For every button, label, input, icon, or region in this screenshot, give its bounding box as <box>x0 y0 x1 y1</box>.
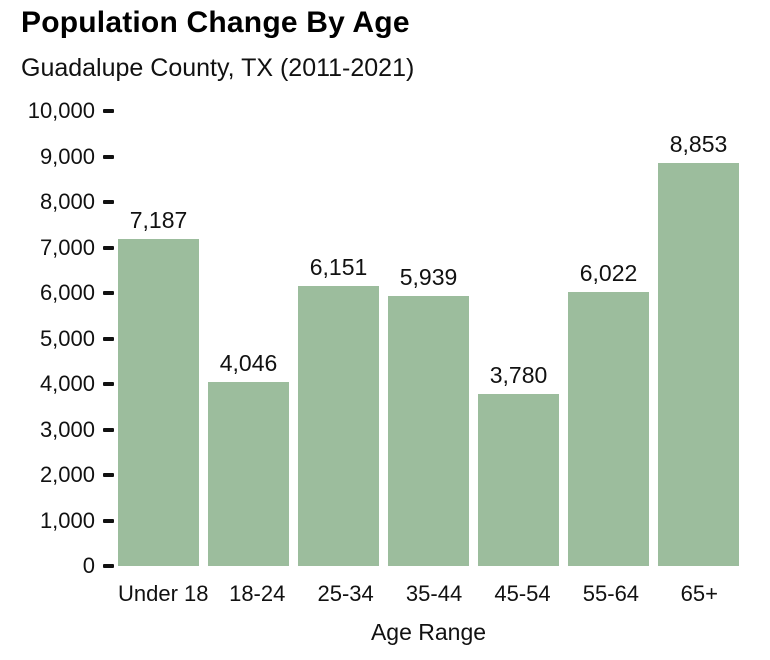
y-tick-mark <box>103 291 114 295</box>
bar-value-label: 4,046 <box>219 349 278 376</box>
y-tick-mark <box>103 427 114 432</box>
bar <box>478 394 559 566</box>
y-tick-row: 4,000 <box>0 371 114 397</box>
bar-slot: 4,046 <box>208 111 289 566</box>
chart-title: Population Change By Age <box>21 6 410 39</box>
y-tick-row: 5,000 <box>0 326 114 352</box>
y-tick-label: 8,000 <box>39 189 95 214</box>
y-tick-mark <box>103 518 114 523</box>
chart-subtitle: Guadalupe County, TX (2011-2021) <box>21 54 415 82</box>
y-tick-mark <box>103 245 114 250</box>
y-tick-label: 7,000 <box>39 234 95 260</box>
y-tick-row: 3,000 <box>0 417 114 443</box>
y-tick-row: 7,000 <box>0 235 114 261</box>
bar <box>658 163 739 566</box>
y-tick-label: 4,000 <box>39 371 95 396</box>
bar <box>208 381 289 566</box>
y-tick-mark <box>103 154 114 159</box>
y-tick-row: 6,000 <box>0 280 114 306</box>
y-axis: 0 1,000 2,000 3,000 4,000 5,000 6,000 7,000 8,00… <box>0 98 114 578</box>
y-tick-mark <box>103 473 114 477</box>
x-tick-label: 18-24 <box>229 581 286 606</box>
x-tick-label: 45-54 <box>494 581 551 606</box>
x-tick-label: 55-64 <box>582 581 640 606</box>
x-axis: Under 18 18-24 25-34 35-44 45-54 55-64 65+ <box>118 581 739 607</box>
bar-slot: 3,780 <box>478 111 559 566</box>
y-tick-label: 3,000 <box>39 416 95 442</box>
bar-value-label: 5,939 <box>399 263 458 290</box>
plot-area: 7,187 4,046 6,151 5,939 3,780 6,022 8,853 <box>118 111 739 566</box>
x-tick-label: Under 18 <box>118 581 209 606</box>
y-tick-label: 10,000 <box>27 98 95 123</box>
bar-slot: 5,939 <box>388 111 469 566</box>
bar-slot: 6,022 <box>568 111 649 566</box>
bar-value-label: 8,853 <box>669 131 728 158</box>
bar-value-label: 6,151 <box>309 254 368 281</box>
y-tick-mark <box>103 382 114 386</box>
y-tick-mark <box>103 200 114 204</box>
bar <box>388 295 469 566</box>
x-tick-label: 25-34 <box>317 581 374 606</box>
x-tick-label: 65+ <box>680 581 718 606</box>
y-tick-label: 0 <box>82 553 95 578</box>
y-tick-row: 0 <box>0 553 114 579</box>
y-tick-label: 5,000 <box>39 325 95 351</box>
y-tick-mark <box>103 109 114 113</box>
y-tick-mark <box>103 336 114 341</box>
y-tick-mark <box>103 564 114 568</box>
y-tick-label: 9,000 <box>39 143 95 169</box>
y-tick-row: 1,000 <box>0 508 114 534</box>
bar-slot: 8,853 <box>658 111 739 566</box>
y-tick-label: 6,000 <box>39 280 95 305</box>
bar <box>568 292 649 566</box>
y-tick-row: 9,000 <box>0 144 114 170</box>
bar-slot: 7,187 <box>118 111 199 566</box>
bar <box>118 239 199 566</box>
y-tick-row: 8,000 <box>0 189 114 215</box>
y-tick-row: 2,000 <box>0 462 114 488</box>
x-tick-label: 35-44 <box>405 581 463 606</box>
bar-value-label: 6,022 <box>579 260 638 286</box>
y-tick-row: 10,000 <box>0 98 114 124</box>
x-axis-title: Age Range <box>370 619 487 645</box>
bar <box>298 286 379 566</box>
y-tick-label: 1,000 <box>39 507 95 533</box>
bar-value-label: 7,187 <box>129 207 188 233</box>
bar-value-label: 3,780 <box>489 362 548 389</box>
y-tick-label: 2,000 <box>39 462 95 487</box>
bar-slot: 6,151 <box>298 111 379 566</box>
